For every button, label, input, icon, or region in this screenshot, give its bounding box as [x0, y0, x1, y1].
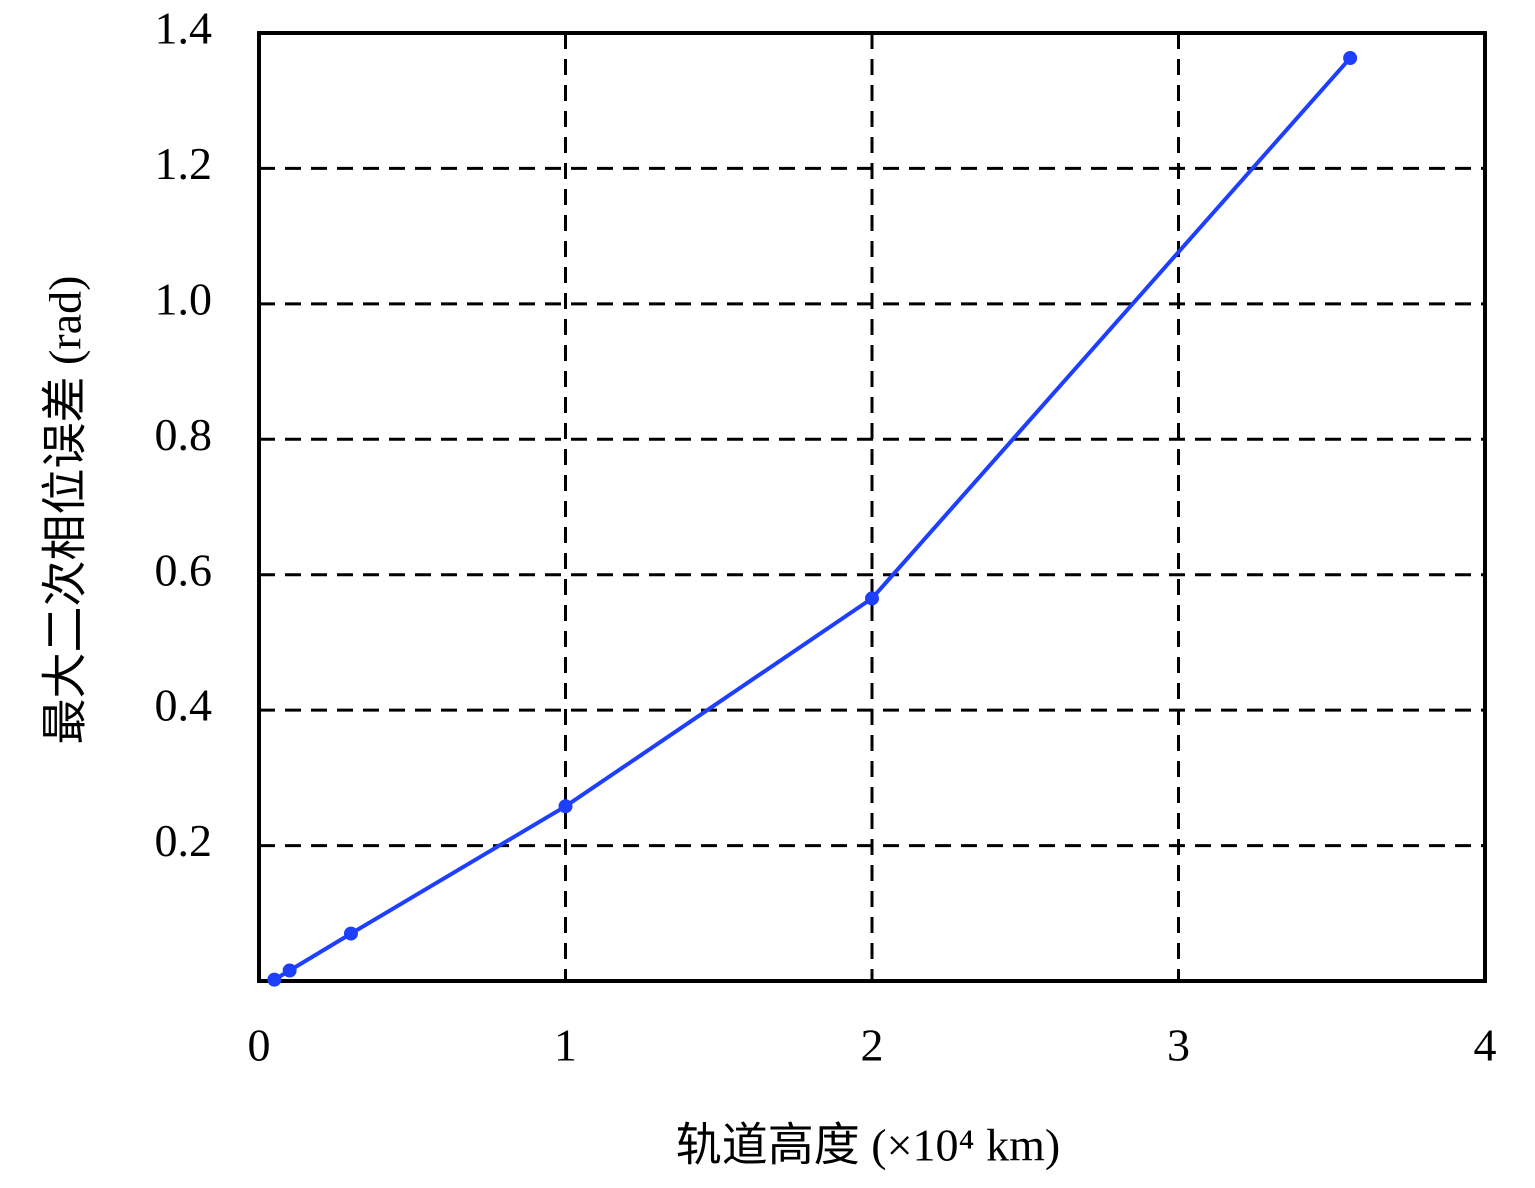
line: [273, 56, 1352, 982]
x-axis-label: 轨道高度 (×10⁴ km): [676, 1120, 1060, 1171]
y-tick-label: 0.2: [155, 815, 213, 866]
plot-frame: [257, 31, 1487, 983]
x-tick-label: 1: [554, 1020, 577, 1071]
y-tick-label: 0.8: [155, 409, 213, 460]
y-tick-label: 1.2: [155, 138, 213, 189]
data-point: [282, 963, 297, 978]
x-tick-label: 2: [861, 1020, 884, 1071]
y-axis-label: 最大二次相位误差 (rad): [40, 276, 91, 745]
data-point: [558, 799, 573, 814]
y-tick-label: 0.6: [155, 544, 213, 595]
y-tick-label: 1.4: [155, 3, 213, 54]
y-tick-label: 1.0: [155, 273, 213, 324]
y-tick-label: 0.4: [155, 680, 213, 731]
data-point: [343, 926, 358, 941]
data-point: [1343, 51, 1358, 66]
x-tick-label: 3: [1167, 1020, 1190, 1071]
data-point: [267, 972, 282, 987]
x-tick-label: 0: [248, 1020, 271, 1071]
data-point: [865, 591, 879, 606]
x-tick-label: 4: [1474, 1020, 1497, 1071]
